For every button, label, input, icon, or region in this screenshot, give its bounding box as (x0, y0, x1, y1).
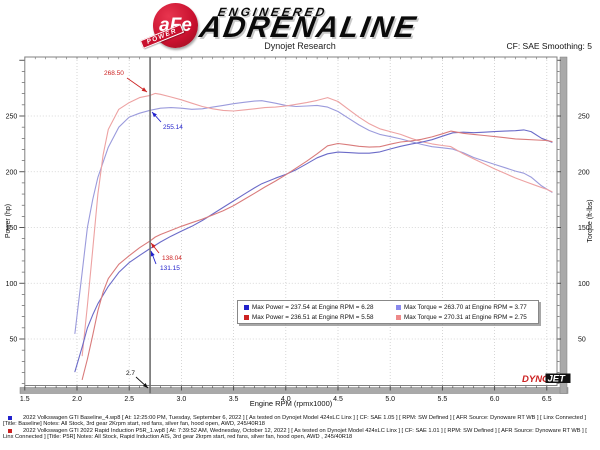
y-tick-label-left: 100 (6, 281, 18, 288)
dynojet-logo-box (545, 373, 571, 383)
run-info: 2022 Volkswagen GTI 2022 Rapid Induction… (3, 428, 598, 440)
legend-entry-text: Max Torque = 270.31 at Engine RPM = 2.75 (404, 313, 527, 321)
y-tick-label-left: 200 (6, 169, 18, 176)
left-axis-title: Power (hp) (5, 204, 12, 238)
run-info-list: 2022 Volkswagen GTI Baseline_4.wp8 [ At:… (0, 414, 600, 441)
x-tick-label: 5.0 (385, 396, 395, 403)
y-tick-label-left: 150 (6, 225, 18, 232)
run-description-text: 2022 Volkswagen GTI Baseline_4.wp8 [ At:… (3, 415, 587, 427)
baseline-torque-curve (74, 100, 553, 334)
legend-entry-text: Max Power = 236.51 at Engine RPM = 5.58 (252, 313, 374, 321)
legend-color-swatch (396, 314, 401, 320)
cursor-rpm-label: 2.7 (126, 370, 135, 377)
run-description-text: 2022 Volkswagen GTI 2022 Rapid Induction… (3, 428, 587, 440)
y-tick-label-right: 250 (578, 114, 590, 121)
run-color-bullet (8, 429, 12, 433)
y-tick-label-right: 100 (578, 281, 590, 288)
legend-color-swatch (244, 304, 249, 310)
right-axis-title: Torque (ft-lbs) (587, 199, 594, 242)
y-tick-label-right: 150 (578, 225, 590, 232)
annotation-arrowhead (152, 112, 157, 118)
legend-color-swatch (396, 304, 401, 310)
dynojet-research-label: Dynojet Research (264, 41, 336, 51)
annotation-arrowhead (142, 383, 148, 388)
x-tick-label: 3.5 (229, 396, 239, 403)
x-tick-label: 3.0 (177, 396, 187, 403)
run-info: 2022 Volkswagen GTI Baseline_4.wp8 [ At:… (3, 415, 598, 427)
torque-baseline-at-cursor-label: 255.14 (163, 124, 183, 131)
x-tick-label: 6.0 (490, 396, 500, 403)
x-tick-label: 1.5 (20, 396, 30, 403)
plot-area (24, 57, 558, 386)
x-axis-title: Engine RPM (rpmx1000) (250, 399, 333, 408)
header: aFe POWER ENGINEERED ADRENALINE Dynojet … (0, 0, 600, 55)
x-tick-label: 4.0 (281, 396, 291, 403)
baseline-power-curve (74, 129, 553, 373)
legend-entry: Max Power = 237.54 at Engine RPM = 6.28 (240, 302, 392, 312)
torque-p5r-at-cursor-label: 268.50 (104, 70, 124, 77)
y-tick-label-left: 50 (10, 337, 18, 344)
y-tick-label-left: 250 (6, 114, 18, 121)
bottom-frame-bar (19, 387, 569, 394)
annotation-arrowhead (151, 243, 156, 249)
x-tick-label: 4.5 (333, 396, 343, 403)
dynojet-logo-jet: JET (548, 374, 567, 385)
run-color-bullet (8, 416, 12, 420)
dynojet-logo-dyno: DYNO (522, 374, 550, 385)
y-tick-label-right: 200 (578, 169, 590, 176)
legend-entry: Max Power = 236.51 at Engine RPM = 5.58 (240, 312, 392, 322)
legend-entry: Max Torque = 263.70 at Engine RPM = 3.77 (392, 302, 532, 312)
legend-entry-text: Max Torque = 263.70 at Engine RPM = 3.77 (404, 303, 527, 311)
smoothing-setting-label: CF: SAE Smoothing: 5 (506, 41, 592, 51)
right-frame-bar (559, 56, 568, 394)
p5r-torque-curve (81, 92, 553, 357)
annotation-arrowhead (150, 251, 155, 257)
power-p5r-at-cursor-label: 138.04 (162, 255, 182, 262)
power-baseline-at-cursor-label: 131.15 (160, 265, 180, 272)
legend-entry: Max Torque = 270.31 at Engine RPM = 2.75 (392, 312, 532, 322)
annotation-arrowhead (141, 87, 147, 92)
x-tick-label: 5.5 (438, 396, 448, 403)
y-tick-label-right: 50 (578, 337, 586, 344)
p5r-power-curve (81, 130, 553, 381)
x-tick-label: 2.5 (124, 396, 134, 403)
plot-border (24, 56, 558, 386)
legend-entry-text: Max Power = 237.54 at Engine RPM = 6.28 (252, 303, 374, 311)
legend: Max Power = 237.54 at Engine RPM = 6.28 M… (237, 300, 539, 324)
x-tick-label: 2.0 (72, 396, 82, 403)
x-tick-label: 6.5 (542, 396, 552, 403)
legend-color-swatch (244, 314, 249, 320)
